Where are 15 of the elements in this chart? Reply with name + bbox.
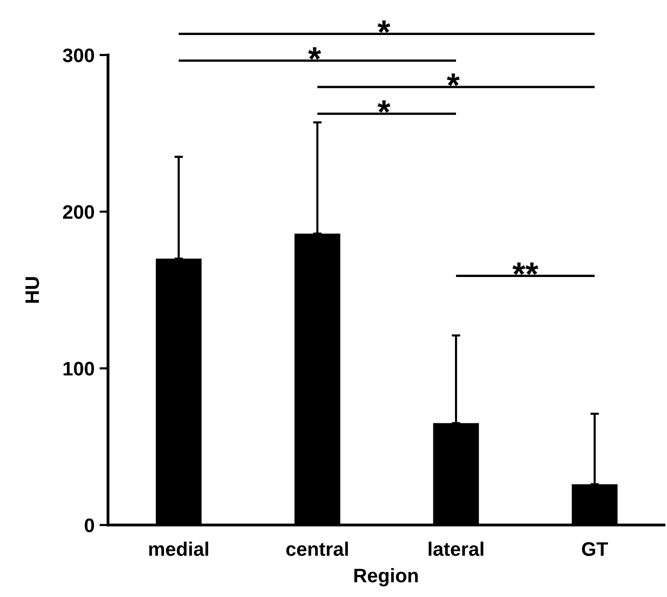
y-tick-label: 300 (62, 48, 94, 62)
annotation: ** (512, 262, 538, 275)
x-tick-label: GT (582, 542, 608, 556)
text: * (378, 20, 390, 33)
y-axis-title: HU (26, 277, 40, 303)
x-tick-label: lateral (428, 542, 484, 556)
y-tick-label: 100 (64, 362, 94, 376)
y-tick-label: 200 (63, 205, 94, 219)
annotation: * (378, 100, 390, 113)
y-tick-label: 0 (84, 518, 94, 532)
x-tick-label: central (286, 542, 348, 556)
annotation: * (308, 47, 322, 60)
x-tick-label: medial (149, 542, 208, 556)
x-axis-title: Region (354, 568, 418, 586)
annotation: * (446, 74, 460, 86)
